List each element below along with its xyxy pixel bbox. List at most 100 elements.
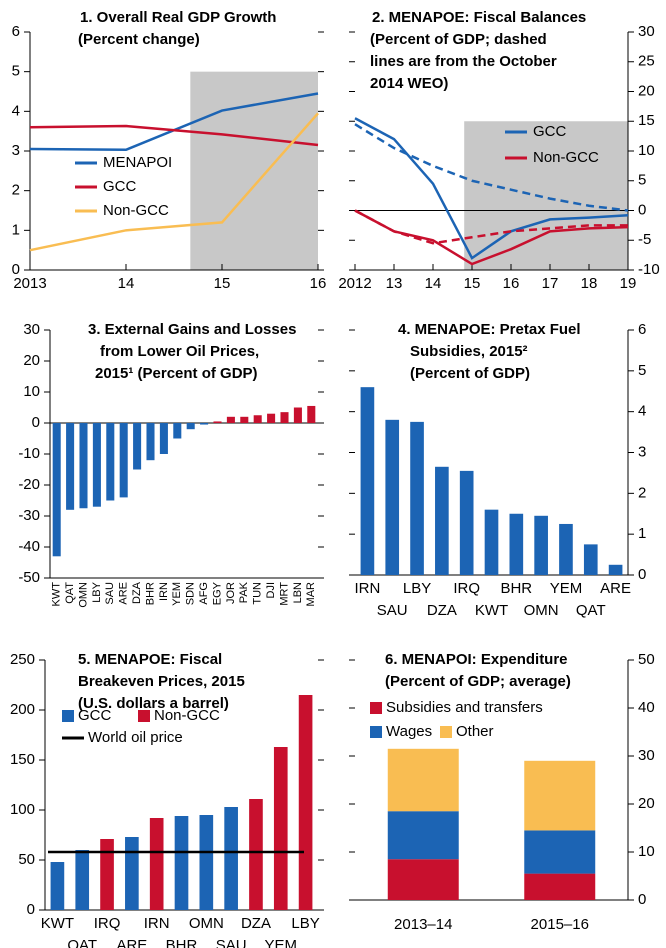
bar xyxy=(608,564,623,575)
bar xyxy=(92,423,101,507)
legend-label: Non-GCC xyxy=(533,149,599,166)
legend-swatch xyxy=(138,710,150,722)
y-tick-label: 100 xyxy=(10,801,35,818)
y-tick-label: 15 xyxy=(638,112,655,129)
bar xyxy=(146,423,155,461)
line-series xyxy=(354,209,629,266)
bar xyxy=(224,807,238,910)
bar xyxy=(149,818,164,910)
x-tick-label: 15 xyxy=(214,275,231,292)
bar-segment xyxy=(387,859,459,900)
x-tick-label: BHR xyxy=(144,582,156,605)
chart-title: (Percent of GDP) xyxy=(410,365,530,382)
bar xyxy=(293,407,302,423)
y-tick-label: 4 xyxy=(638,403,646,420)
bar-segment xyxy=(387,748,459,812)
x-tick-label: LBY xyxy=(403,580,431,597)
chart-title: (Percent of GDP; average) xyxy=(385,673,571,690)
y-tick-label: -20 xyxy=(18,476,40,493)
legend-label: Non-GCC xyxy=(103,202,169,219)
y-tick-label: 1 xyxy=(12,221,20,238)
x-tick-label: OMN xyxy=(189,915,224,932)
x-tick-label: DZA xyxy=(131,581,143,604)
x-tick-label: DJI xyxy=(265,582,277,599)
bar xyxy=(385,419,400,575)
legend-label: World oil price xyxy=(88,729,183,746)
x-tick-label: QAT xyxy=(67,937,97,948)
x-tick-label: TUN xyxy=(252,582,264,605)
bar xyxy=(484,509,499,575)
chart-title: (Percent of GDP; dashed xyxy=(370,31,547,48)
y-tick-label: 5 xyxy=(638,172,646,189)
x-tick-label: 16 xyxy=(503,275,520,292)
y-tick-label: 0 xyxy=(12,261,20,278)
y-tick-label: 30 xyxy=(23,321,40,338)
x-tick-label: 16 xyxy=(310,275,327,292)
y-tick-label: 50 xyxy=(638,651,655,668)
x-tick-label: OMN xyxy=(77,582,89,608)
bar xyxy=(106,423,115,501)
bar xyxy=(52,423,61,557)
y-tick-label: 40 xyxy=(638,699,655,716)
x-tick-label: MRT xyxy=(278,582,290,606)
y-tick-label: 0 xyxy=(638,566,646,583)
bar xyxy=(213,421,222,423)
x-tick-label: 14 xyxy=(118,275,135,292)
x-tick-label: DZA xyxy=(241,915,271,932)
x-tick-label: EGY xyxy=(211,581,223,605)
legend-label: Other xyxy=(456,723,494,740)
bar xyxy=(435,466,449,575)
bar xyxy=(559,523,573,575)
x-tick-label: IRN xyxy=(354,580,380,597)
legend-swatch xyxy=(370,726,382,738)
x-tick-label: SAU xyxy=(216,937,247,948)
bar xyxy=(173,423,182,439)
y-tick-label: -5 xyxy=(638,231,651,248)
bar xyxy=(534,515,548,575)
chart-title: 2015¹ (Percent of GDP) xyxy=(95,365,258,382)
bar xyxy=(583,544,598,575)
bar-segment xyxy=(524,830,596,874)
legend-label: Non-GCC xyxy=(154,707,220,724)
x-tick-label: PAK xyxy=(238,581,250,603)
bar xyxy=(360,387,375,575)
x-tick-label: LBN xyxy=(292,582,304,603)
bar xyxy=(249,799,263,910)
x-tick-label: 2013–14 xyxy=(394,916,452,933)
y-tick-label: 1 xyxy=(638,525,646,542)
legend-label: Wages xyxy=(386,723,432,740)
x-tick-label: 18 xyxy=(581,275,598,292)
chart-title: Breakeven Prices, 2015 xyxy=(78,673,245,690)
x-tick-label: MAR xyxy=(305,582,317,607)
bar-segment xyxy=(524,760,596,831)
y-tick-label: 2 xyxy=(638,484,646,501)
y-tick-label: 2 xyxy=(12,182,20,199)
x-tick-label: DZA xyxy=(427,602,457,619)
x-tick-label: 17 xyxy=(542,275,559,292)
x-tick-label: 2015–16 xyxy=(531,916,589,933)
y-tick-label: -30 xyxy=(18,507,40,524)
x-tick-label: BHR xyxy=(500,580,532,597)
x-tick-label: LBY xyxy=(91,581,103,602)
chart-title: (Percent change) xyxy=(78,31,200,48)
x-tick-label: 15 xyxy=(464,275,481,292)
bar xyxy=(253,415,262,423)
bar xyxy=(174,816,189,910)
bar xyxy=(307,405,316,423)
line-series xyxy=(29,112,319,252)
x-tick-label: SAU xyxy=(377,602,408,619)
x-tick-label: 19 xyxy=(620,275,637,292)
y-tick-label: 0 xyxy=(27,901,35,918)
line-series xyxy=(354,123,629,212)
chart-title: 6. MENAPOI: Expenditure xyxy=(385,651,568,668)
y-tick-label: 250 xyxy=(10,651,35,668)
x-tick-label: SAU xyxy=(104,582,116,605)
legend-label: GCC xyxy=(533,123,567,140)
y-tick-label: 20 xyxy=(638,795,655,812)
y-tick-label: 0 xyxy=(638,891,646,908)
y-tick-label: 4 xyxy=(12,102,20,119)
x-tick-label: OMN xyxy=(524,602,559,619)
bar xyxy=(200,423,209,425)
x-tick-label: IRQ xyxy=(94,915,121,932)
